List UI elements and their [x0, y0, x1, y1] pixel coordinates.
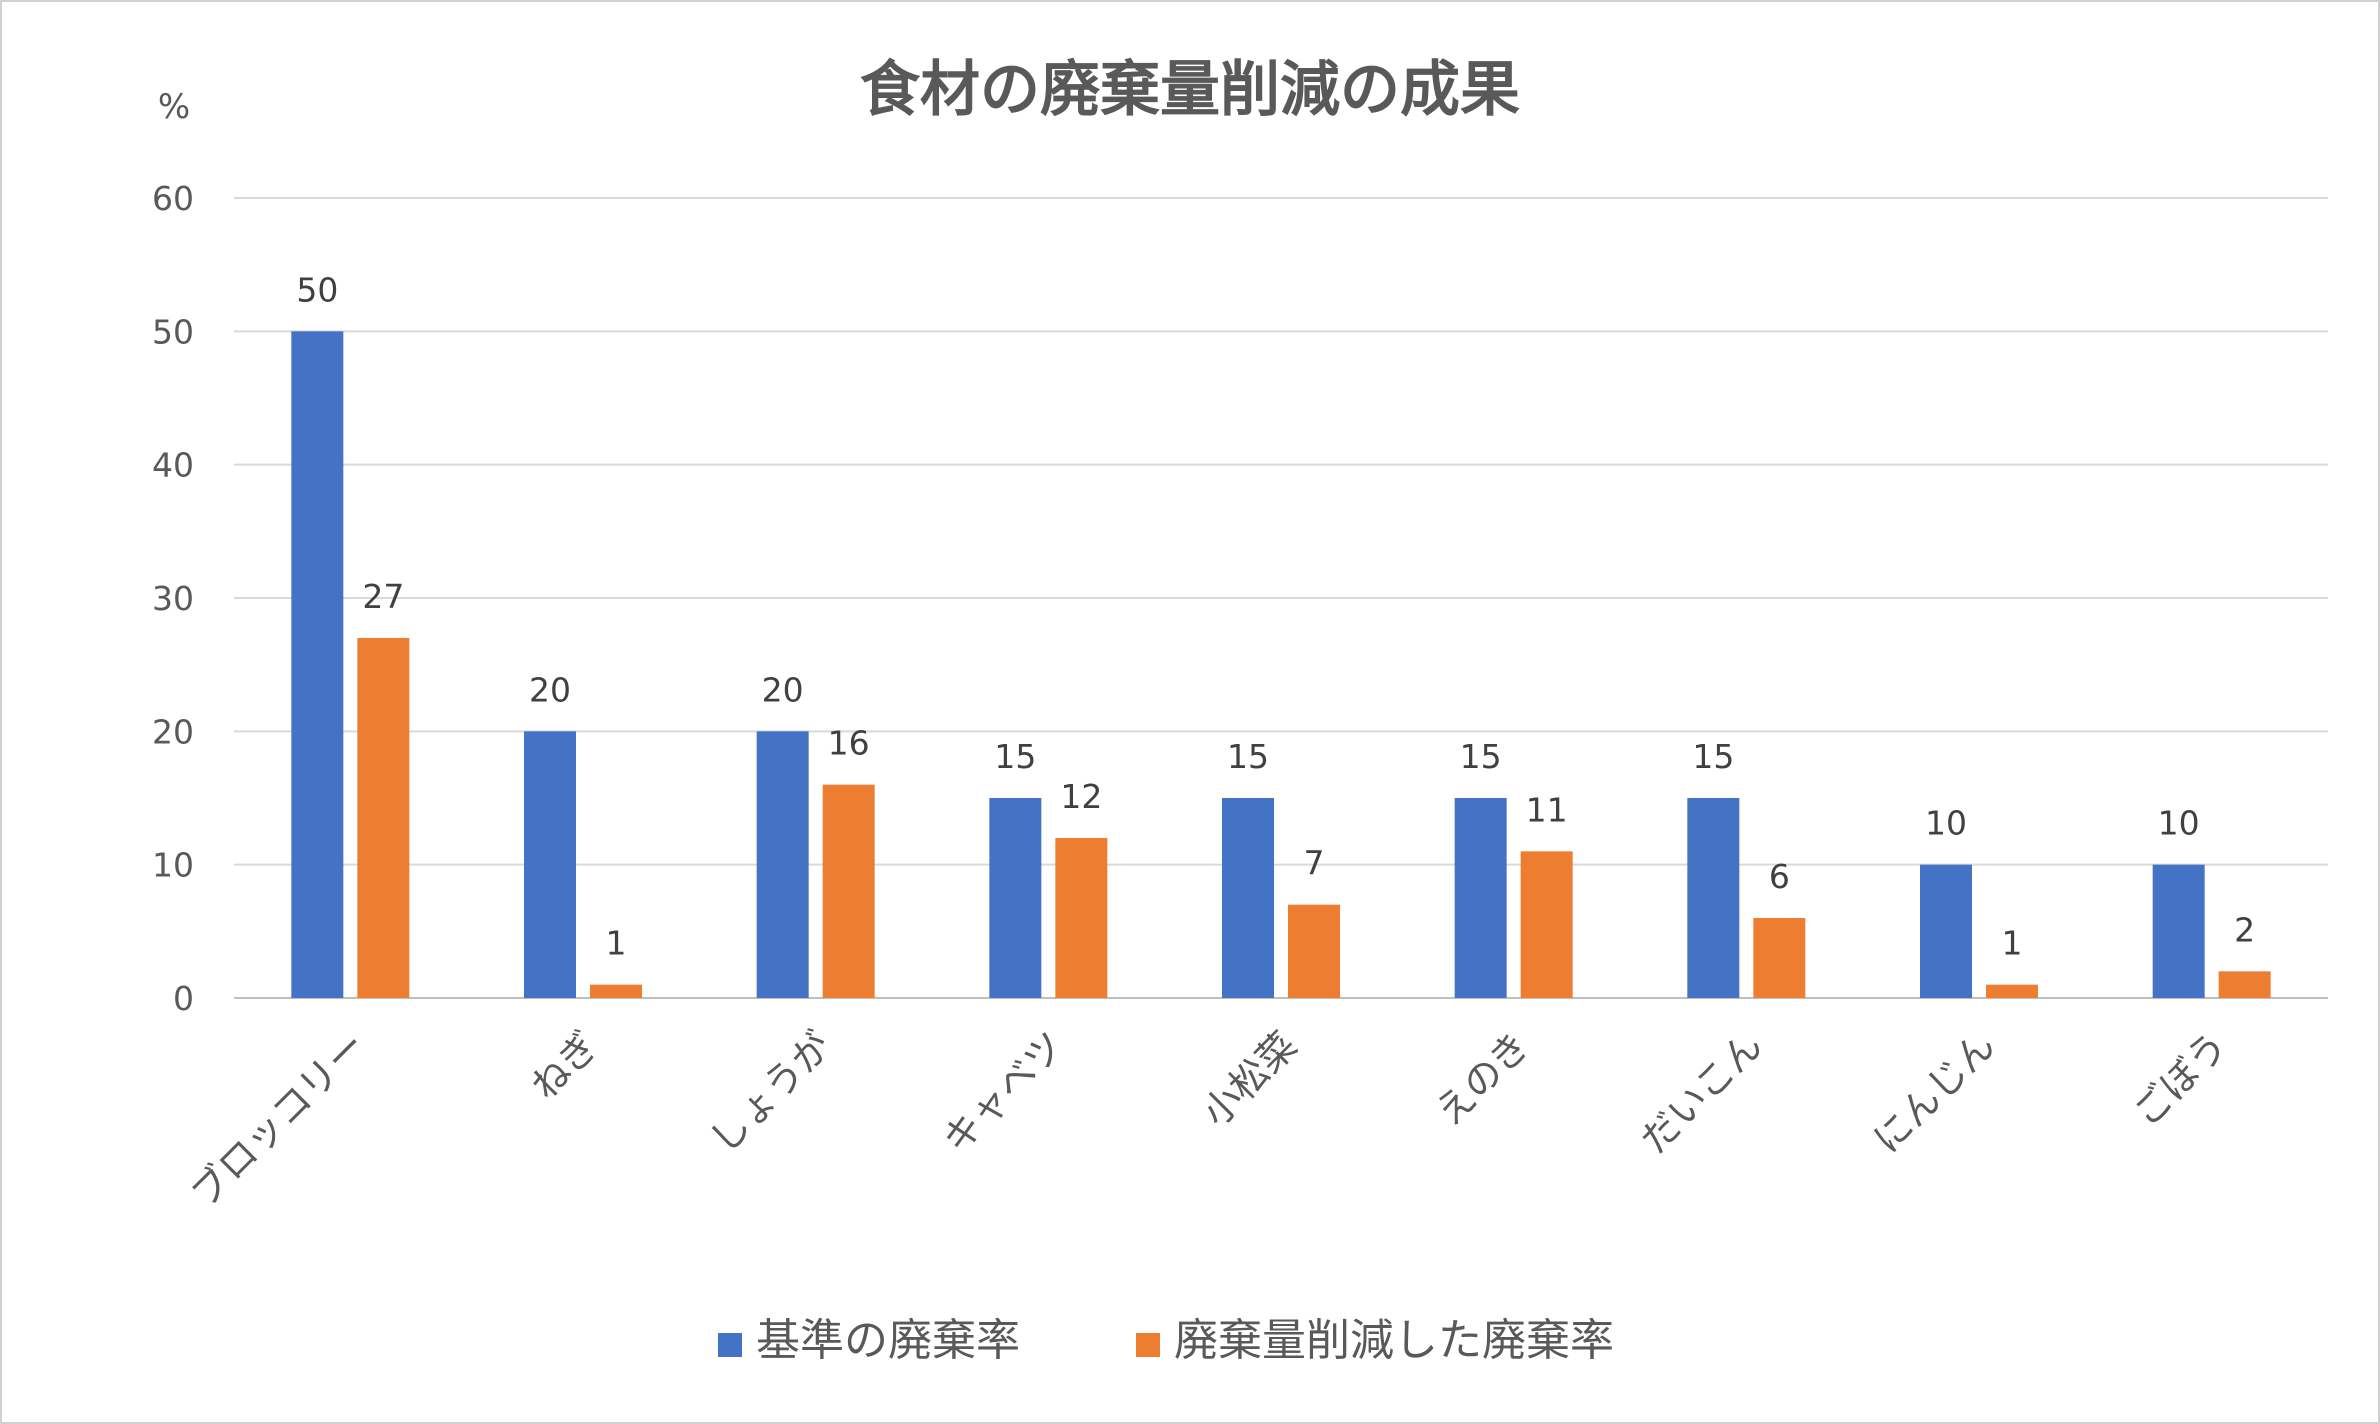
y-tick-label: 40	[152, 446, 194, 485]
bar-baseline-rate	[291, 331, 344, 998]
chart-title: 食材の廃棄量削減の成果	[860, 55, 1520, 125]
bar-reduced-rate	[357, 638, 410, 998]
y-tick-label: 30	[152, 579, 194, 618]
bar-reduced-rate	[2218, 971, 2271, 998]
legend-swatch	[718, 1333, 742, 1357]
data-label: 1	[2002, 924, 2023, 963]
y-axis-ticks: 0 10 20 30 40 50 60	[152, 179, 194, 1018]
data-label: 11	[1526, 790, 1568, 829]
y-tick-label: 50	[152, 312, 194, 351]
data-label: 27	[362, 577, 404, 616]
bar-reduced-rate	[1753, 918, 1806, 998]
y-tick-label: 10	[152, 846, 194, 885]
data-label: 6	[1769, 857, 1790, 896]
data-label: 7	[1304, 844, 1325, 883]
data-label: 2	[2234, 910, 2255, 949]
data-label: 10	[1925, 804, 1967, 843]
legend-swatch	[1136, 1333, 1160, 1357]
data-label: 20	[762, 670, 804, 709]
data-label: 15	[1692, 737, 1734, 776]
y-tick-label: 20	[152, 712, 194, 751]
bar-baseline-rate	[524, 731, 576, 998]
gridlines	[234, 197, 2328, 999]
data-labels: 50 27 20 1 20 16 15 12 15 7 15 11 15 6 10 1 10 2	[296, 270, 2255, 962]
bar-reduced-rate	[1986, 984, 2038, 998]
bar-baseline-rate	[2152, 864, 2205, 998]
bar-reduced-rate	[1520, 851, 1573, 998]
bar-baseline-rate	[756, 731, 809, 998]
bar-baseline-rate	[1454, 798, 1507, 998]
data-label: 10	[2158, 804, 2200, 843]
data-label: 15	[1460, 737, 1502, 776]
data-label: 15	[994, 737, 1036, 776]
legend: 基準の廃棄率 廃棄量削減した廃棄率	[718, 1315, 1614, 1366]
data-label: 15	[1227, 737, 1269, 776]
data-label: 12	[1060, 777, 1102, 816]
legend-label: 廃棄量削減した廃棄率	[1174, 1315, 1614, 1366]
y-axis-unit-label: %	[158, 87, 190, 127]
bar-reduced-rate	[822, 784, 875, 998]
y-tick-label: 60	[152, 179, 194, 218]
bar-baseline-rate	[989, 798, 1042, 998]
bar-reduced-rate	[1288, 904, 1340, 998]
data-label: 20	[529, 670, 571, 709]
data-label: 1	[606, 924, 627, 963]
bar-baseline-rate	[1920, 864, 1972, 998]
bar-reduced-rate	[1055, 838, 1108, 998]
bar-reduced-rate	[590, 984, 642, 998]
data-label: 50	[296, 270, 338, 309]
data-label: 16	[828, 724, 870, 763]
bar-baseline-rate	[1222, 798, 1274, 998]
bar-baseline-rate	[1687, 798, 1740, 998]
y-tick-label: 0	[173, 979, 194, 1018]
bars	[291, 331, 2271, 998]
legend-label: 基準の廃棄率	[756, 1315, 1020, 1366]
